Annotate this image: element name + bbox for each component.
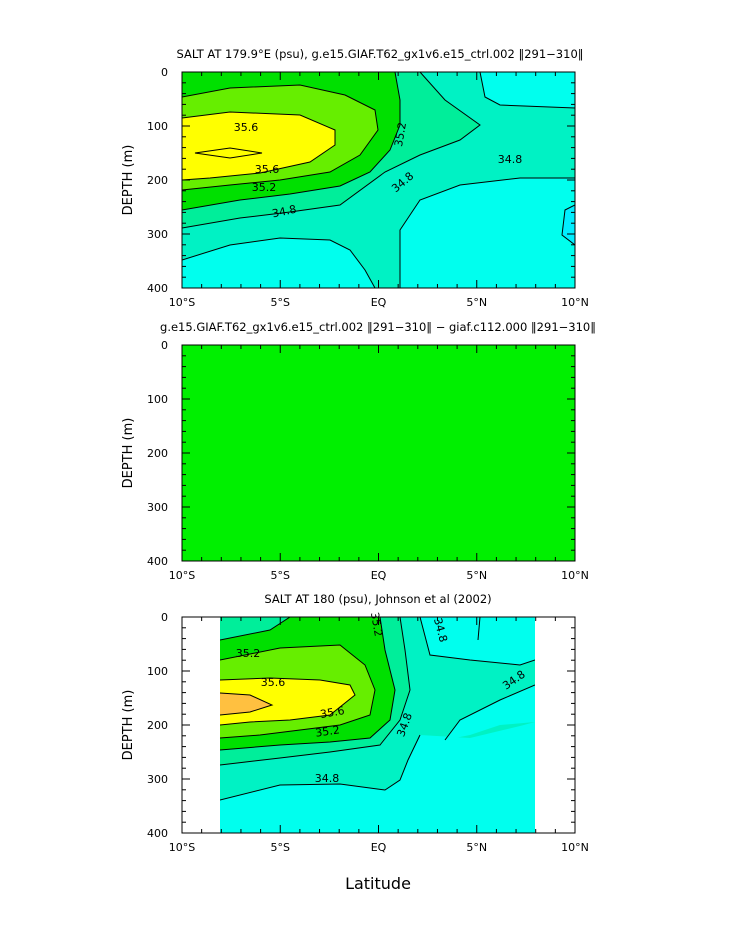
panel-3-title: SALT AT 180 (psu), Johnson et al (2002) bbox=[264, 592, 491, 606]
contour-label: 34.8 bbox=[498, 153, 523, 166]
contour-line bbox=[444, 684, 535, 741]
band-35.6-35.8 bbox=[182, 112, 335, 180]
y-tick-label: 200 bbox=[147, 719, 168, 732]
band-below-34.8 bbox=[480, 72, 575, 108]
band-below-34.8 bbox=[400, 178, 575, 288]
y-tick-label: 300 bbox=[147, 501, 168, 514]
contour-line bbox=[220, 644, 376, 739]
contour-line bbox=[220, 734, 421, 801]
contour-label: 35.2 bbox=[368, 611, 385, 637]
x-tick-label: 10°S bbox=[169, 296, 195, 309]
x-tick-label: EQ bbox=[371, 296, 387, 309]
band-35.6-35.8 bbox=[220, 678, 355, 725]
contour-label: 35.2 bbox=[252, 181, 277, 194]
contour-label: 34.8 bbox=[431, 617, 450, 644]
x-tick-label: 5°S bbox=[271, 569, 290, 582]
y-tick-label: 300 bbox=[147, 773, 168, 786]
panel-2-difference-fill bbox=[182, 345, 575, 561]
y-tick-label: 100 bbox=[147, 120, 168, 133]
contour-line bbox=[182, 237, 376, 288]
y-tick-label: 0 bbox=[161, 611, 168, 624]
contour-label: 35.2 bbox=[392, 121, 409, 147]
contour-line bbox=[220, 677, 356, 726]
panel-difference: g.e15.GIAF.T62_gx1v6.e15_ctrl.002 ‖291−3… bbox=[121, 320, 596, 582]
contour-label: 34.8 bbox=[315, 772, 340, 785]
contour-label: 35.6 bbox=[234, 121, 259, 134]
y-tick-label: 400 bbox=[147, 282, 168, 295]
contour-line bbox=[220, 617, 411, 766]
panel-model-salinity: SALT AT 179.9°E (psu), g.e15.GIAF.T62_gx… bbox=[121, 47, 589, 309]
y-tick-label: 300 bbox=[147, 228, 168, 241]
x-tick-label: 10°N bbox=[561, 296, 589, 309]
contour-label: 35.6 bbox=[255, 163, 280, 176]
x-tick-label: 5°N bbox=[466, 841, 487, 854]
x-tick-label: 5°S bbox=[271, 296, 290, 309]
x-tick-label: 5°N bbox=[466, 296, 487, 309]
y-tick-label: 0 bbox=[161, 66, 168, 79]
contour-line bbox=[182, 84, 379, 191]
x-tick-label: 10°S bbox=[169, 841, 195, 854]
panel-3-axes: 10°S 5°S EQ 5°N 10°N 0 100 200 300 400 DEPTH (m) bbox=[121, 611, 589, 854]
y-tick-label: 400 bbox=[147, 555, 168, 568]
y-tick-label: 0 bbox=[161, 339, 168, 352]
panel-1-contour-lines bbox=[182, 72, 575, 288]
contour-line bbox=[182, 72, 481, 229]
x-tick-label: 5°N bbox=[466, 569, 487, 582]
panel-3-contour-lines bbox=[220, 617, 535, 801]
y-axis-title: DEPTH (m) bbox=[121, 418, 136, 489]
x-tick-label: 5°S bbox=[271, 841, 290, 854]
panel-2-title: g.e15.GIAF.T62_gx1v6.e15_ctrl.002 ‖291−3… bbox=[160, 320, 596, 334]
panel-2-axes: 10°S 5°S EQ 5°N 10°N 0 100 200 300 400 DEPTH (m) bbox=[121, 339, 589, 582]
x-axis-title: Latitude bbox=[345, 874, 411, 893]
contour-label: 35.2 bbox=[314, 723, 340, 739]
band-below-34.8 bbox=[182, 238, 375, 288]
contour-line bbox=[561, 204, 575, 246]
contour-line bbox=[182, 72, 401, 211]
y-axis-title: DEPTH (m) bbox=[121, 690, 136, 761]
x-tick-label: EQ bbox=[371, 569, 387, 582]
y-tick-label: 100 bbox=[147, 393, 168, 406]
contour-label: 35.6 bbox=[319, 704, 345, 721]
salinity-core-contour bbox=[194, 147, 263, 159]
band-above-35.8 bbox=[220, 693, 272, 715]
contour-line bbox=[479, 72, 575, 109]
panel-1-axes: 10°S 5°S EQ 5°N 10°N 0 100 200 300 400 DEPTH (m) bbox=[121, 66, 589, 309]
x-tick-label: EQ bbox=[371, 841, 387, 854]
x-tick-label: 10°N bbox=[561, 569, 589, 582]
contour-label: 35.6 bbox=[261, 676, 286, 689]
y-axis-title: DEPTH (m) bbox=[121, 145, 136, 216]
panel-3-contour-fill bbox=[220, 617, 535, 833]
band-below-34.8 bbox=[420, 617, 535, 665]
band-below-34.8 bbox=[445, 685, 535, 740]
x-tick-label: 10°S bbox=[169, 569, 195, 582]
contour-label: 35.2 bbox=[236, 647, 261, 660]
y-tick-label: 200 bbox=[147, 174, 168, 187]
contour-line bbox=[419, 617, 535, 666]
panel-1-contour-fill bbox=[182, 72, 575, 288]
contour-line bbox=[477, 617, 481, 641]
y-tick-label: 200 bbox=[147, 447, 168, 460]
y-tick-label: 100 bbox=[147, 665, 168, 678]
panel-observed-salinity: SALT AT 180 (psu), Johnson et al (2002) bbox=[121, 592, 589, 854]
contour-line bbox=[220, 617, 396, 751]
contour-line bbox=[399, 177, 575, 288]
contour-line bbox=[182, 111, 336, 181]
contour-label: 34.8 bbox=[271, 203, 298, 221]
band-below-34.8 bbox=[220, 722, 535, 833]
panel-1-title: SALT AT 179.9°E (psu), g.e15.GIAF.T62_gx… bbox=[176, 47, 583, 61]
contour-line bbox=[220, 692, 274, 716]
x-tick-label: 10°N bbox=[561, 841, 589, 854]
y-tick-label: 400 bbox=[147, 827, 168, 840]
contour-line bbox=[220, 617, 291, 641]
